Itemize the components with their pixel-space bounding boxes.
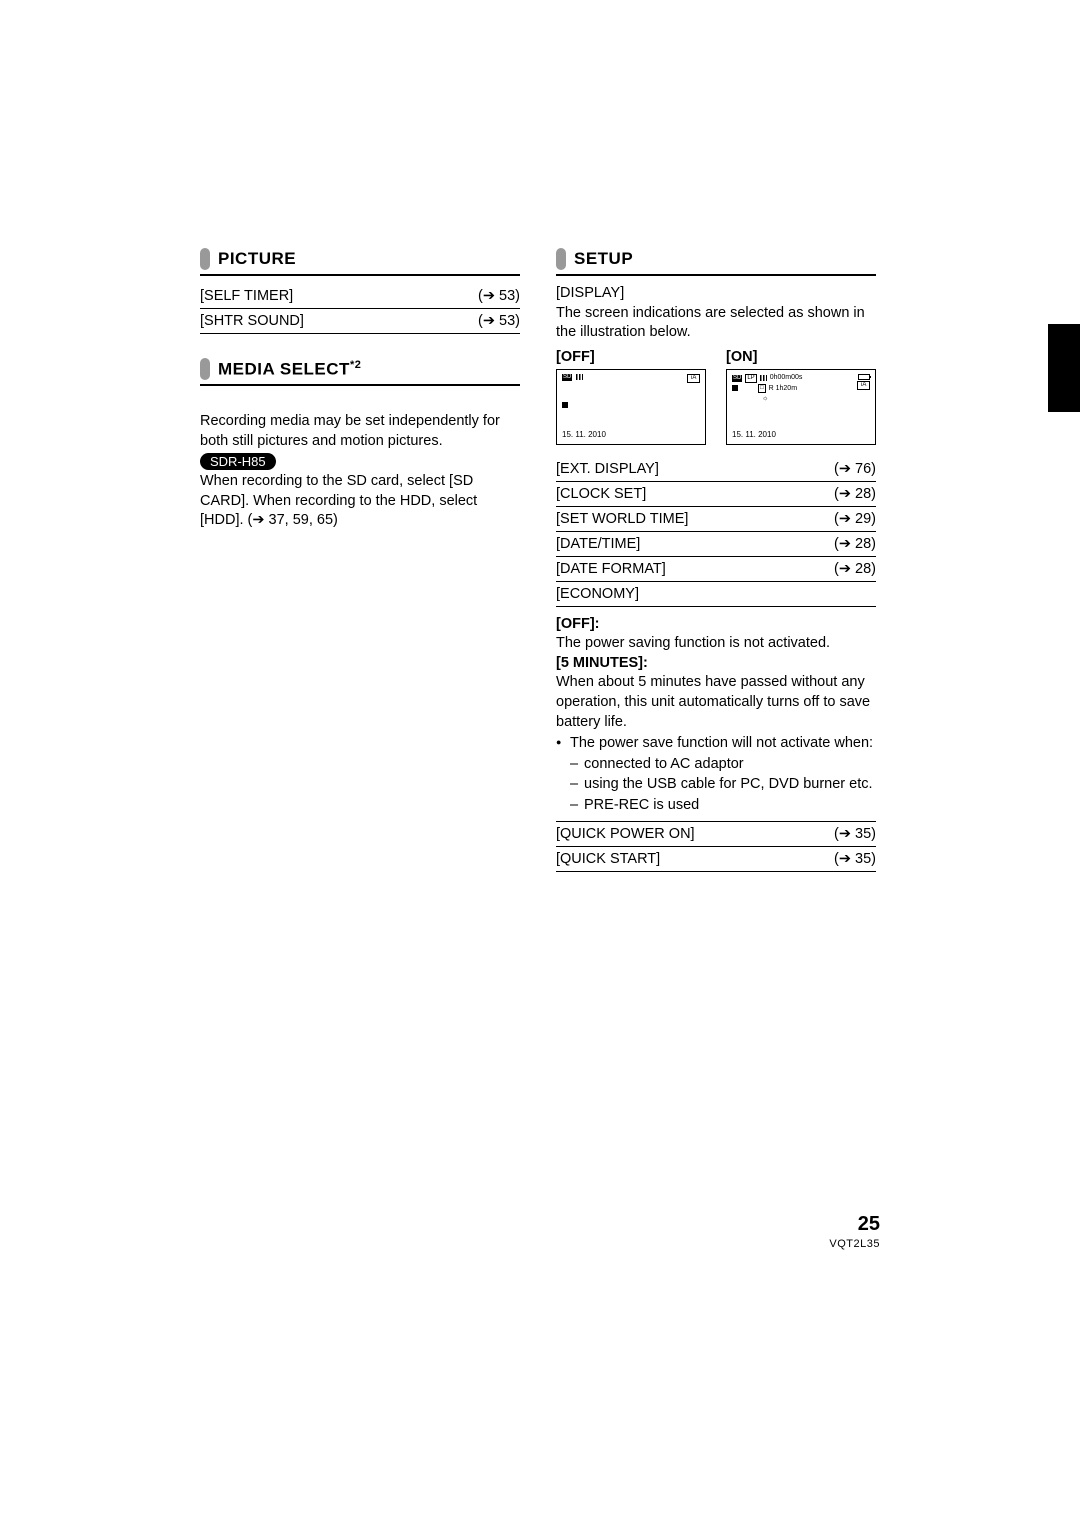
columns: PICTURE [SELF TIMER] (➔ 53) [SHTR SOUND]… [200, 248, 880, 872]
table-row: [QUICK START] (➔ 35) [556, 847, 876, 872]
row-ref: (➔ 76) [834, 461, 876, 477]
row-ref: (➔ 29) [834, 511, 876, 527]
heading-rule [200, 384, 520, 386]
setup-table-2: [QUICK POWER ON] (➔ 35) [QUICK START] (➔… [556, 821, 876, 872]
row-label: [DATE FORMAT] [556, 561, 666, 577]
page-footer: 25 VQT2L35 [829, 1213, 880, 1250]
economy-off-heading: [OFF]: [556, 615, 876, 635]
setup-table-1: [EXT. DISPLAY] (➔ 76) [CLOCK SET] (➔ 28)… [556, 457, 876, 607]
preview-date: 15. 11. 2010 [562, 431, 700, 440]
pause-icon [576, 374, 583, 380]
table-row: [SHTR SOUND] (➔ 53) [200, 309, 520, 334]
preview-date: 15. 11. 2010 [732, 431, 870, 440]
sd-icon: SD [732, 375, 742, 382]
wb-icon: ☼ [762, 395, 768, 402]
row-label: [EXT. DISPLAY] [556, 461, 659, 477]
desc-b: 37, 59, 65) [265, 512, 338, 528]
setup-title: SETUP [574, 249, 633, 269]
list-item: connected to AC adaptor [570, 755, 876, 775]
heading-pill-icon [200, 248, 210, 270]
mode-icon: iA [687, 374, 700, 383]
remain-time: R 1h20m [769, 385, 797, 393]
mode-icon: iA [857, 381, 870, 390]
display-text: The screen indications are selected as s… [556, 304, 876, 343]
preview-on: [ON] SD LP 0h00m00s [726, 349, 876, 445]
table-row: [QUICK POWER ON] (➔ 35) [556, 822, 876, 847]
media-select-heading: MEDIA SELECT*2 [200, 358, 520, 380]
row-ref: (➔ 28) [834, 561, 876, 577]
row-ref: (➔ 53) [478, 288, 520, 304]
economy-bullets: The power save function will not activat… [556, 734, 876, 815]
economy-conditions: connected to AC adaptor using the USB ca… [570, 755, 876, 816]
doc-id: VQT2L35 [829, 1238, 880, 1250]
list-item: PRE-REC is used [570, 796, 876, 816]
media-select-title-text: MEDIA SELECT [218, 359, 350, 378]
media-select-desc: When recording to the SD card, select [S… [200, 472, 520, 531]
row-ref: (➔ 53) [478, 313, 520, 329]
row-label: [CLOCK SET] [556, 486, 646, 502]
row-label: [QUICK START] [556, 851, 660, 867]
right-column: SETUP [DISPLAY] The screen indications a… [556, 248, 876, 872]
bullet-text: The power save function will not activat… [570, 735, 873, 751]
list-item: using the USB cable for PC, DVD burner e… [570, 775, 876, 795]
manual-page: PICTURE [SELF TIMER] (➔ 53) [SHTR SOUND]… [0, 0, 1080, 1526]
table-row: [SET WORLD TIME] (➔ 29) [556, 507, 876, 532]
row-label: [QUICK POWER ON] [556, 826, 695, 842]
table-row: [CLOCK SET] (➔ 28) [556, 482, 876, 507]
side-tab [1048, 324, 1080, 412]
stop-icon [562, 402, 568, 408]
model-badge: SDR-H85 [200, 453, 276, 470]
battery-icon [858, 374, 870, 380]
row-label: [SELF TIMER] [200, 288, 293, 304]
economy-off-text: The power saving function is not activat… [556, 634, 876, 654]
table-row: [ECONOMY] [556, 582, 876, 607]
media-select-sup: *2 [350, 359, 361, 371]
row-ref: (➔ 35) [834, 826, 876, 842]
table-row: [DATE/TIME] (➔ 28) [556, 532, 876, 557]
table-row: [SELF TIMER] (➔ 53) [200, 284, 520, 309]
pause-icon [760, 375, 767, 381]
table-row: [EXT. DISPLAY] (➔ 76) [556, 457, 876, 482]
sd-icon: SD [562, 374, 572, 381]
display-label: [DISPLAY] [556, 284, 876, 304]
preview-off-box: SD iA 15. 11. 2010 [556, 369, 706, 445]
economy-5min-heading: [5 MINUTES]: [556, 654, 876, 674]
stop-icon [732, 385, 738, 391]
media-select-title: MEDIA SELECT*2 [218, 359, 361, 380]
row-ref: (➔ 28) [834, 536, 876, 552]
media-select-intro: Recording media may be set independently… [200, 412, 520, 451]
heading-rule [556, 274, 876, 276]
preview-on-label: [ON] [726, 349, 876, 365]
display-previews: [OFF] SD iA 15. 11. 2010 [ON] [556, 349, 876, 445]
desc-arrow: ➔ [252, 512, 264, 528]
preview-on-box: SD LP 0h00m00s □ R 1h20m [726, 369, 876, 445]
rec-time: 0h00m00s [770, 374, 803, 382]
row-label: [DATE/TIME] [556, 536, 640, 552]
page-number: 25 [829, 1213, 880, 1236]
table-row: [DATE FORMAT] (➔ 28) [556, 557, 876, 582]
row-label: [ECONOMY] [556, 586, 639, 602]
economy-5min-text: When about 5 minutes have passed without… [556, 673, 876, 732]
desc-a: When recording to the SD card, select [S… [200, 473, 477, 528]
picture-heading: PICTURE [200, 248, 520, 270]
row-label: [SET WORLD TIME] [556, 511, 688, 527]
row-label: [SHTR SOUND] [200, 313, 304, 329]
picture-title: PICTURE [218, 249, 296, 269]
row-ref: (➔ 35) [834, 851, 876, 867]
lp-icon: LP [745, 374, 756, 383]
preview-off: [OFF] SD iA 15. 11. 2010 [556, 349, 706, 445]
preview-off-label: [OFF] [556, 349, 706, 365]
setup-heading: SETUP [556, 248, 876, 270]
row-ref: (➔ 28) [834, 486, 876, 502]
picture-table: [SELF TIMER] (➔ 53) [SHTR SOUND] (➔ 53) [200, 284, 520, 334]
left-column: PICTURE [SELF TIMER] (➔ 53) [SHTR SOUND]… [200, 248, 520, 872]
heading-pill-icon [556, 248, 566, 270]
heading-rule [200, 274, 520, 276]
heading-pill-icon [200, 358, 210, 380]
card-icon: □ [758, 384, 766, 393]
list-item: The power save function will not activat… [556, 734, 876, 815]
